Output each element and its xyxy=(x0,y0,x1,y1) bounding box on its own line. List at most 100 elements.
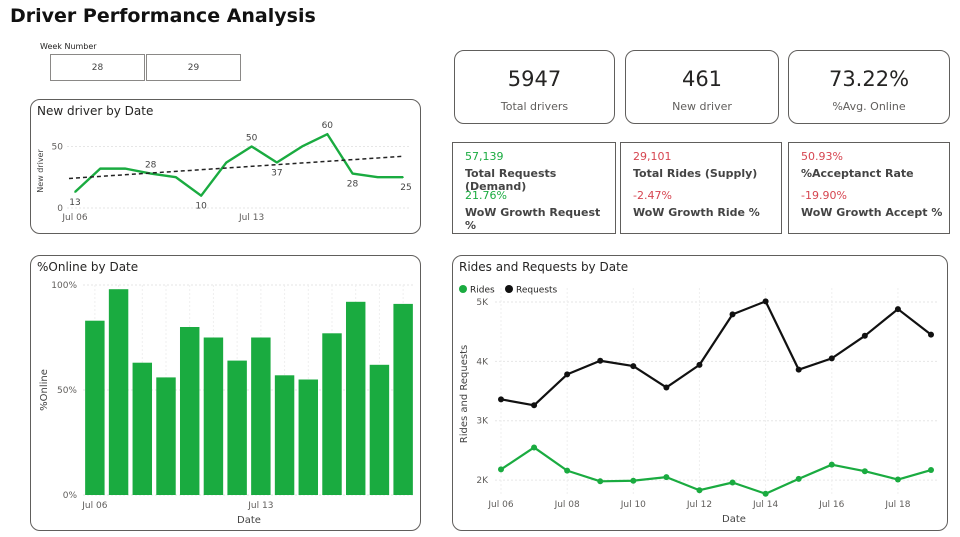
y-tick-label: 3K xyxy=(476,417,489,427)
rides-point xyxy=(729,479,736,486)
rides-point xyxy=(564,467,571,474)
data-point xyxy=(149,172,152,175)
y-tick-label: 5K xyxy=(476,298,489,308)
legend-marker xyxy=(505,285,513,293)
requests-point xyxy=(795,366,802,373)
metric-label: Total Rides (Supply) xyxy=(633,167,758,180)
kpi-label: New driver xyxy=(672,100,732,113)
requests-point xyxy=(729,311,736,318)
bar xyxy=(345,301,366,495)
data-point xyxy=(225,161,228,164)
x-tick-label: Jul 06 xyxy=(487,500,513,510)
rides-point xyxy=(861,468,868,475)
kpi-card-new-driver: 461 New driver xyxy=(625,50,779,124)
data-label: 28 xyxy=(145,161,157,171)
slicer-option-week-28[interactable]: 28 xyxy=(50,54,145,81)
x-axis-label: Date xyxy=(237,515,261,526)
requests-point xyxy=(894,306,901,313)
requests-point xyxy=(630,363,637,370)
metric-growth-value: -19.90% xyxy=(801,189,847,202)
data-label: 28 xyxy=(347,180,359,190)
bar xyxy=(322,333,342,495)
data-label: 25 xyxy=(400,183,411,193)
y-axis-label: %Online xyxy=(39,369,50,411)
kpi-value: 461 xyxy=(681,67,723,91)
requests-point xyxy=(597,357,604,364)
slicer-option-week-29[interactable]: 29 xyxy=(146,54,241,81)
rides-point xyxy=(597,478,604,485)
trend-line xyxy=(68,155,404,180)
data-point xyxy=(74,191,76,193)
chart-online-panel: %Online by Date 0% 50% 100% Jul 06 Jul 13 Dat… xyxy=(30,255,421,531)
chart-rides-requests-panel: Rides and Requests by Date 2K 3K 4K 5K Jul 0… xyxy=(452,255,948,531)
slicer-label: Week Number xyxy=(40,42,97,51)
chart-title: Rides and Requests by Date xyxy=(459,260,629,274)
data-label: 37 xyxy=(271,168,282,178)
bar xyxy=(251,337,271,495)
bar xyxy=(274,375,295,495)
new-driver-line xyxy=(74,132,403,197)
x-tick-label: Jul 13 xyxy=(238,213,264,223)
x-tick-label: Jul 12 xyxy=(686,500,712,510)
requests-point xyxy=(861,332,868,339)
metric-growth-label: WoW Growth Ride % xyxy=(633,206,760,219)
y-tick-label: 4K xyxy=(476,357,489,367)
kpi-label: Total drivers xyxy=(500,100,569,113)
rides-point xyxy=(630,477,637,484)
x-tick-label: Jul 14 xyxy=(752,500,778,510)
data-point xyxy=(351,172,354,175)
data-point xyxy=(376,176,379,179)
y-tick-label: 50% xyxy=(57,386,77,396)
chart-title: %Online by Date xyxy=(37,260,139,274)
x-tick-label: Jul 13 xyxy=(247,501,273,511)
requests-point xyxy=(498,396,504,403)
bar xyxy=(227,360,247,495)
bar xyxy=(393,303,413,495)
metric-growth-value: -2.47% xyxy=(633,189,672,202)
page-title: Driver Performance Analysis xyxy=(10,5,316,27)
y-axis-label: Rides and Requests xyxy=(459,345,470,443)
bar xyxy=(85,320,105,495)
data-point xyxy=(99,167,102,170)
data-point xyxy=(301,145,303,148)
data-point xyxy=(276,161,278,164)
metric-value: 29,101 xyxy=(633,150,672,163)
data-point xyxy=(175,176,177,179)
requests-point xyxy=(762,298,769,305)
rides-point xyxy=(498,466,504,473)
data-point xyxy=(326,133,329,135)
rides-line xyxy=(500,446,932,495)
metric-card-rides: 29,101 Total Rides (Supply) -2.47% WoW G… xyxy=(620,142,782,234)
y-tick-label: 0% xyxy=(63,491,78,501)
requests-point xyxy=(928,331,934,338)
y-tick-label: 100% xyxy=(51,281,77,291)
rides-point xyxy=(795,475,802,482)
requests-point xyxy=(696,361,703,368)
x-tick-label: Jul 18 xyxy=(884,500,910,510)
x-tick-label: Jul 06 xyxy=(81,501,107,511)
metric-growth-label: WoW Growth Request % xyxy=(465,206,601,232)
data-label: 13 xyxy=(69,198,80,208)
rides-point xyxy=(663,474,670,481)
requests-point xyxy=(531,402,538,409)
online-chart: 0% 50% 100% Jul 06 Jul 13 Date %Online xyxy=(39,281,415,526)
new-driver-chart: 0 50 Jul 06 Jul 13 New driver 13 28 10 50 37 60 28 2… xyxy=(36,121,412,223)
data-point xyxy=(402,176,404,179)
kpi-label: %Avg. Online xyxy=(832,100,906,113)
metric-growth-label: WoW Growth Accept % xyxy=(801,206,943,219)
y-axis-label: New driver xyxy=(36,149,45,193)
metric-value: 50.93% xyxy=(801,150,843,163)
data-label: 50 xyxy=(246,133,258,143)
x-tick-label: Jul 08 xyxy=(554,500,580,510)
requests-point xyxy=(828,355,835,362)
chart-new-driver-panel: New driver by Date 0 50 Jul 06 Jul 13 New dr… xyxy=(30,99,421,234)
metric-label: %Acceptanct Rate xyxy=(801,167,914,180)
requests-point xyxy=(663,384,670,391)
x-tick-label: Jul 10 xyxy=(620,500,646,510)
y-tick-label: 2K xyxy=(476,476,489,486)
rides-point xyxy=(531,444,538,451)
legend-label-requests: Requests xyxy=(516,286,558,296)
data-point xyxy=(200,194,202,197)
legend-label-rides: Rides xyxy=(470,286,495,296)
bar xyxy=(156,377,176,495)
